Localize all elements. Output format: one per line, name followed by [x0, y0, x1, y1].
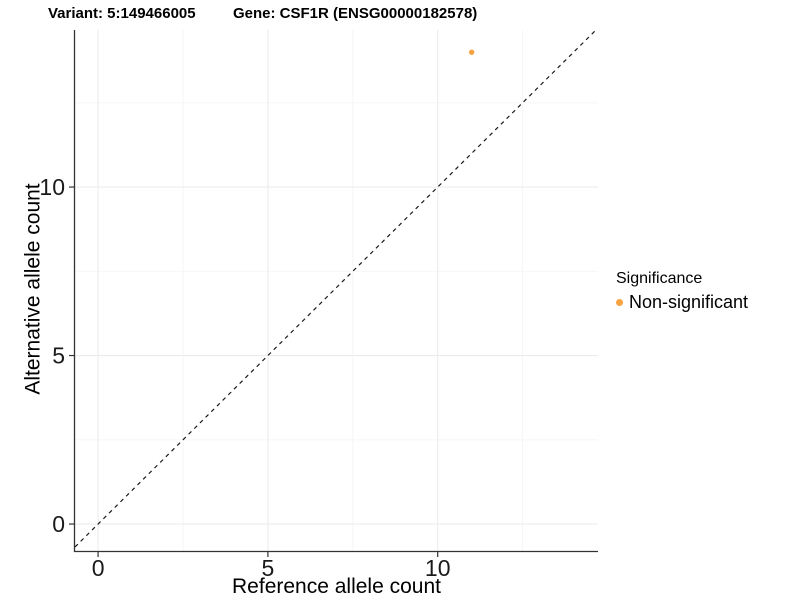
legend-item-label: Non-significant — [629, 291, 749, 312]
y-tick-label: 5 — [52, 343, 65, 369]
x-tick-label: 5 — [262, 555, 275, 581]
x-tick-label: 10 — [425, 555, 451, 581]
legend-point-icon — [616, 298, 623, 306]
legend-item: Non-significant — [616, 292, 748, 312]
data-point — [468, 49, 475, 55]
y-tick-label: 10 — [39, 174, 65, 200]
x-tick-label: 0 — [92, 555, 105, 581]
y-tick-label: 0 — [52, 511, 65, 537]
identity-line — [74, 29, 597, 548]
gene-title: Gene: CSF1R (ENSG00000182578) — [233, 5, 478, 22]
legend: Significance Non-significant — [616, 269, 748, 312]
x-axis-title: Reference allele count — [232, 575, 441, 598]
variant-title: Variant: 5:149466005 — [48, 5, 196, 22]
legend-title: Significance — [616, 270, 703, 287]
y-axis-title: Alternative allele count — [21, 183, 45, 395]
